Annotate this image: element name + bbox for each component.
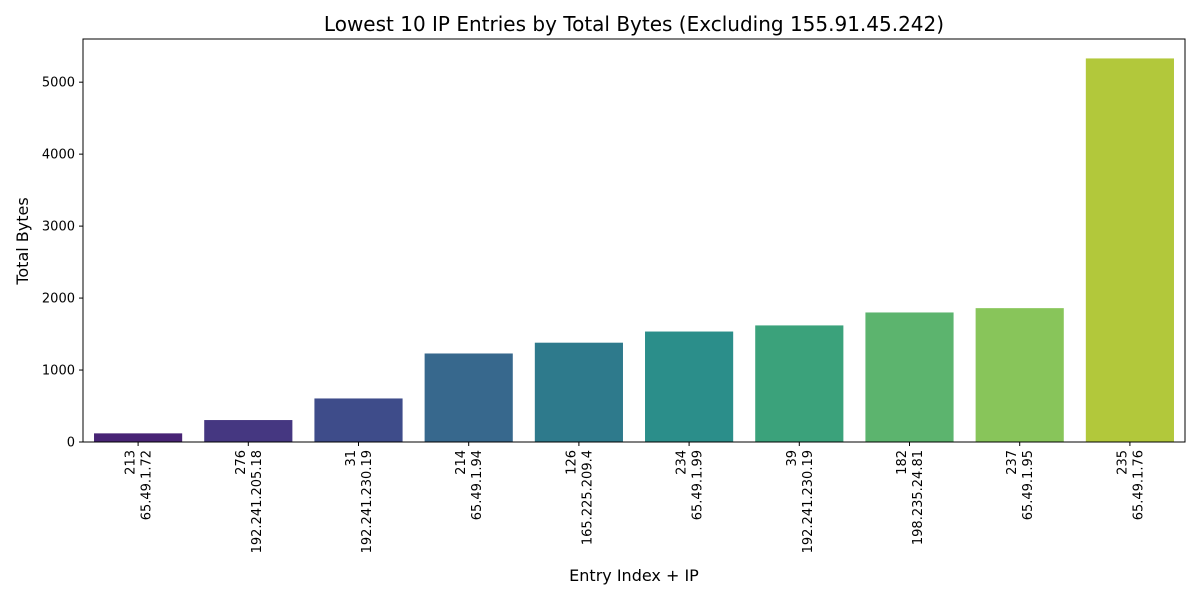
x-tick-label: 21365.49.1.72 — [124, 450, 155, 520]
bar — [865, 312, 954, 442]
x-tick-label: 23765.49.1.95 — [1005, 450, 1036, 520]
y-tick-label: 3000 — [42, 220, 75, 235]
x-axis: 21365.49.1.72 276192.241.205.18 31192.241.… — [124, 442, 1146, 553]
y-axis: 0 1000 2000 3000 4000 5000 — [42, 76, 83, 451]
bar — [204, 420, 293, 442]
chart-title: Lowest 10 IP Entries by Total Bytes (Exc… — [324, 12, 944, 36]
y-tick-label: 4000 — [42, 148, 75, 163]
x-tick-label: 39192.241.230.19 — [785, 450, 816, 553]
bar — [534, 342, 623, 442]
x-tick-label: 23465.49.1.99 — [675, 450, 706, 520]
x-tick-label: 276192.241.205.18 — [234, 450, 265, 553]
x-tick-label: 31192.241.230.19 — [344, 450, 375, 553]
bars — [94, 58, 1174, 442]
x-tick-label: 21465.49.1.94 — [454, 450, 485, 520]
x-tick-label: 182198.235.24.81 — [895, 450, 926, 545]
bar — [755, 325, 844, 442]
y-tick-label: 0 — [67, 436, 75, 451]
bar — [645, 331, 734, 442]
bar — [1085, 58, 1174, 442]
y-tick-label: 2000 — [42, 292, 75, 307]
x-tick-label: 126165.225.209.4 — [564, 450, 595, 545]
bar — [314, 398, 403, 442]
bar — [94, 433, 183, 442]
bar — [424, 353, 513, 442]
bar — [975, 308, 1064, 442]
x-axis-label: Entry Index + IP — [569, 566, 699, 585]
y-tick-label: 5000 — [42, 76, 75, 91]
y-axis-label: Total Bytes — [13, 197, 32, 285]
y-tick-label: 1000 — [42, 364, 75, 379]
x-tick-label: 23565.49.1.76 — [1115, 450, 1146, 520]
plot-frame — [82, 38, 1186, 443]
